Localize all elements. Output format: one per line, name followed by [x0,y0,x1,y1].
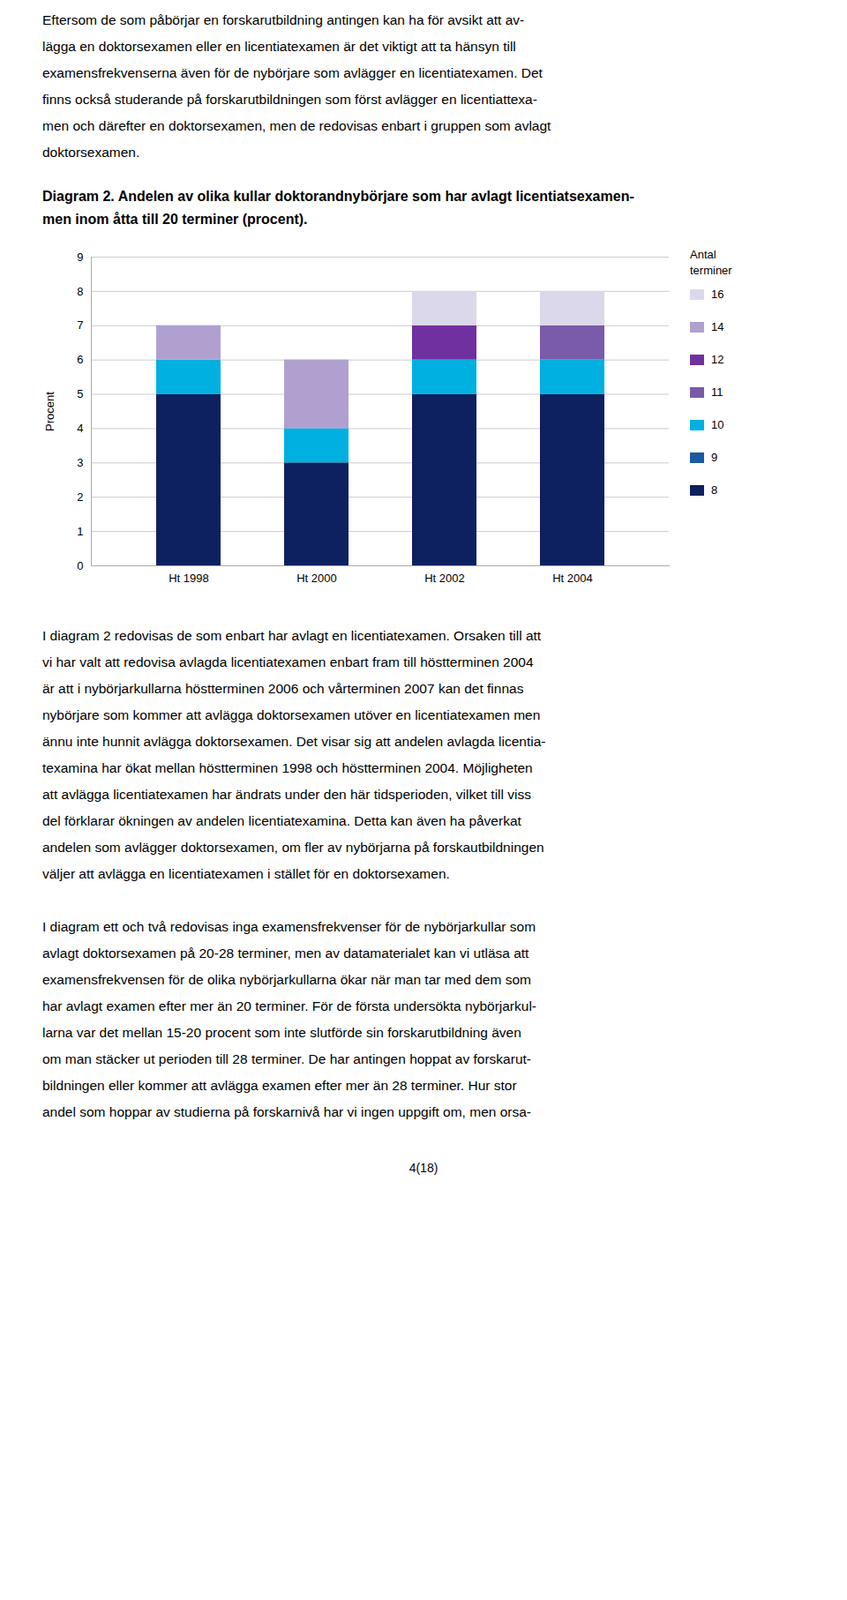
html-text:examensfrekvenserna även för d: examensfrekvenserna även för de nybörjar… [42,65,543,81]
svg-text:5: 5 [76,387,83,401]
html-text:lägga en doktorsexamen eller e: lägga en doktorsexamen eller en licentia… [42,38,516,54]
html-text:bildningen eller kommer att av: bildningen eller kommer att avlägga exam… [42,1078,517,1094]
html-text:Antal terminer: Antal terminer [689,247,733,278]
html-text:har avlagt examen efter mer än: har avlagt examen efter mer än 20 termin… [42,998,537,1014]
html-text:andel som hoppar av studierna: andel som hoppar av studierna på forskar… [42,1104,532,1120]
html-text:16: 16 [711,287,724,301]
html-text:om man stäcker ut perioden til: om man stäcker ut perioden till 28 termi… [42,1051,532,1067]
html-text:att avlägga licentiatexamen ha: att avlägga licentiatexamen har ändrats … [42,787,532,803]
html-text:examensfrekvensen för de olika: examensfrekvensen för de olika nybörjark… [42,972,532,988]
html-text:I diagram 2 redovisas de som e: I diagram 2 redovisas de som enbart har … [42,628,542,644]
html-text:11: 11 [711,385,724,399]
svg-text:7: 7 [76,318,83,332]
html-text:texamina har ökat mellan höstt: texamina har ökat mellan höstterminen 19… [42,760,533,776]
svg-text:3: 3 [76,456,83,470]
html-text:larna var det mellan 15-20 pro: larna var det mellan 15-20 procent som i… [42,1025,522,1041]
html-text:Diagram 2. Andelen av olika ku: Diagram 2. Andelen av olika kullar dokto… [42,188,635,227]
html-text:4(18): 4(18) [409,1161,438,1176]
html-text:I diagram ett och två redovisa: I diagram ett och två redovisas inga exa… [42,919,536,935]
html-text:andelen som avlägger doktorsex: andelen som avlägger doktorsexamen, om f… [42,839,545,855]
svg-text:Ht 2000: Ht 2000 [296,571,338,585]
html-text:14: 14 [711,320,724,334]
svg-text:Ht 2004: Ht 2004 [552,571,593,585]
svg-text:4: 4 [76,421,83,435]
html-text:12: 12 [711,352,724,367]
svg-text:Ht 1998: Ht 1998 [168,571,210,585]
svg-text:8: 8 [76,284,83,299]
html-text:finns också studerande på fors: finns också studerande på forskarutbildn… [42,91,538,107]
svg-text:0: 0 [76,559,83,573]
html-text:väljer att avlägga en licentia: väljer att avlägga en licentiatexamen i … [42,866,450,882]
html-text:doktorsexamen.: doktorsexamen. [42,144,140,160]
html-text:10: 10 [711,418,724,432]
html-text:8: 8 [711,483,718,497]
html-text:ännu inte hunnit avlägga dokto: ännu inte hunnit avlägga doktorsexamen. … [42,734,546,750]
html-text:Eftersom de som påbörjar en fo: Eftersom de som påbörjar en forskarutbil… [42,12,525,28]
html-text:nybörjare som kommer att avläg: nybörjare som kommer att avlägga doktors… [42,707,541,723]
svg-text:1: 1 [76,524,83,539]
html-text:del förklarar ökningen av ande: del förklarar ökningen av andelen licent… [42,813,522,829]
svg-text:Ht 2002: Ht 2002 [424,571,465,585]
svg-text:6: 6 [76,352,83,367]
svg-text:9: 9 [76,250,83,264]
html-text:men och därefter en doktorsexa: men och därefter en doktorsexamen, men d… [42,118,551,134]
html-text:avlagt doktorsexamen på 20-28: avlagt doktorsexamen på 20-28 terminer, … [42,945,529,961]
html-text:9: 9 [711,450,718,465]
html-text:är att i nybörjarkullarna höst: är att i nybörjarkullarna höstterminen 2… [42,681,524,697]
svg-text:Procent: Procent [43,391,57,432]
html-text:vi har valt att redovisa avlag: vi har valt att redovisa avlagda licenti… [42,654,534,670]
svg-text:2: 2 [76,490,83,504]
